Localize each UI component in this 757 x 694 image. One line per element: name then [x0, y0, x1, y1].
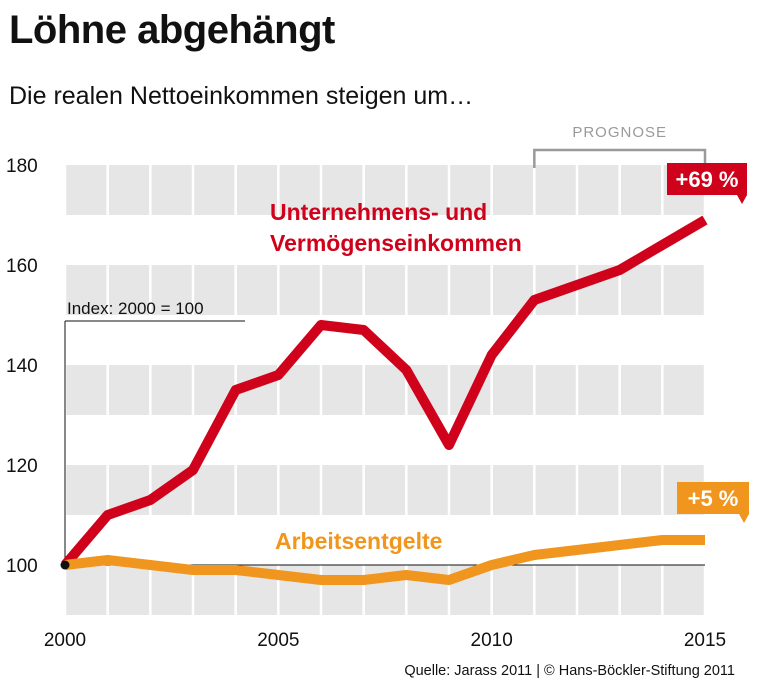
series-lines	[60, 215, 708, 585]
forecast-bracket	[533, 148, 707, 168]
chart-subtitle: Die realen Nettoeinkommen steigen um…	[9, 82, 474, 110]
chart-title: Löhne abgehängt	[9, 8, 335, 52]
end-badge-income: +69 %	[667, 163, 747, 204]
source-note: Quelle: Jarass 2011 | © Hans-Böckler-Sti…	[404, 663, 735, 679]
badge-box	[677, 482, 749, 514]
y-tick-label: 120	[6, 456, 38, 477]
series-label-income-line1: Unternehmens- und	[270, 199, 487, 225]
y-tick-label: 160	[6, 256, 38, 277]
origin-point	[60, 560, 70, 570]
series-label-wages: Arbeitsentgelte	[275, 528, 442, 554]
index-label: Index: 2000 = 100	[67, 299, 204, 318]
grid-band	[65, 365, 705, 415]
series-line-income	[61, 215, 708, 569]
grid-band	[65, 165, 705, 215]
x-tick-label: 2015	[684, 630, 726, 651]
x-tick-label: 2000	[44, 630, 86, 651]
badge-label: +69 %	[676, 167, 739, 192]
series-line-wages	[64, 535, 705, 585]
chart-annotations: Index: 2000 = 100 PROGNOSE Unternehmens- u…	[64, 124, 707, 566]
axis-ticks: 100 120 140 160 180 2000 2005 2010 2015	[6, 156, 726, 651]
y-tick-label: 100	[6, 556, 38, 577]
end-badge-wages: +5 %	[677, 482, 749, 523]
y-tick-label: 180	[6, 156, 38, 177]
badge-box	[667, 163, 747, 195]
forecast-label: PROGNOSE	[572, 124, 667, 141]
series-label-income-line2: Vermögenseinkommen	[270, 230, 522, 256]
badge-pointer	[737, 195, 747, 204]
y-tick-label: 140	[6, 356, 38, 377]
badge-pointer	[739, 514, 749, 523]
end-badges: +69 % +5 %	[667, 163, 749, 523]
badge-label: +5 %	[688, 486, 739, 511]
x-tick-label: 2005	[257, 630, 299, 651]
x-tick-label: 2010	[471, 630, 513, 651]
